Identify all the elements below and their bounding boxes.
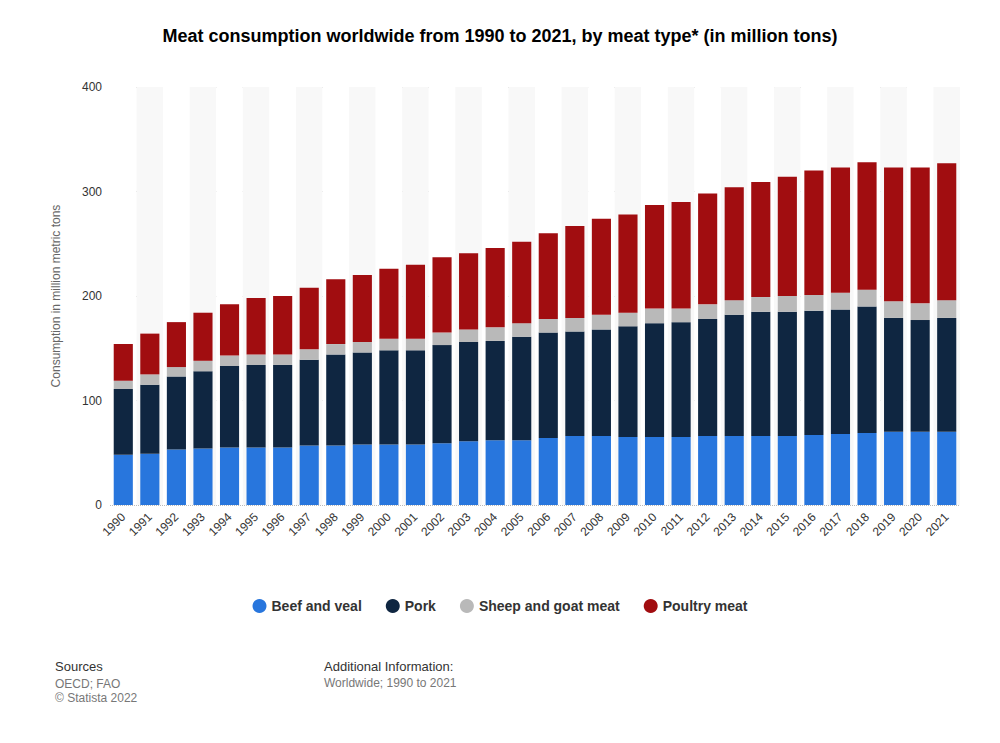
svg-text:Sheep and goat meat: Sheep and goat meat (479, 598, 620, 614)
svg-text:2001: 2001 (392, 510, 421, 539)
svg-text:2000: 2000 (365, 510, 394, 539)
svg-text:1991: 1991 (126, 510, 155, 539)
svg-text:2017: 2017 (817, 510, 846, 539)
svg-text:300: 300 (82, 185, 102, 199)
svg-text:OECD; FAO: OECD; FAO (55, 677, 120, 691)
svg-text:Worldwide; 1990 to 2021: Worldwide; 1990 to 2021 (324, 676, 457, 690)
svg-text:Poultry meat: Poultry meat (663, 598, 748, 614)
svg-text:1994: 1994 (206, 510, 235, 539)
svg-text:2015: 2015 (764, 510, 793, 539)
svg-text:1995: 1995 (232, 510, 261, 539)
svg-text:1992: 1992 (153, 510, 182, 539)
svg-text:2003: 2003 (445, 510, 474, 539)
svg-text:2010: 2010 (631, 510, 660, 539)
svg-text:2011: 2011 (658, 510, 686, 538)
svg-text:2002: 2002 (418, 510, 447, 539)
svg-text:200: 200 (82, 289, 102, 303)
svg-text:© Statista 2022: © Statista 2022 (55, 691, 138, 705)
svg-text:2020: 2020 (896, 510, 925, 539)
svg-text:2018: 2018 (843, 510, 872, 539)
svg-text:0: 0 (95, 498, 102, 512)
svg-text:Additional Information:: Additional Information: (324, 659, 453, 674)
svg-text:2012: 2012 (684, 510, 713, 539)
svg-text:1997: 1997 (285, 510, 314, 539)
svg-text:1998: 1998 (312, 510, 341, 539)
svg-text:2007: 2007 (551, 510, 580, 539)
svg-text:1990: 1990 (99, 510, 128, 539)
svg-text:2014: 2014 (737, 510, 766, 539)
svg-text:1993: 1993 (179, 510, 208, 539)
svg-text:Sources: Sources (55, 659, 103, 674)
svg-text:Consumption in million metric: Consumption in million metric tons (49, 205, 63, 388)
svg-text:2019: 2019 (870, 510, 899, 539)
svg-text:2016: 2016 (790, 510, 819, 539)
svg-text:2004: 2004 (471, 510, 500, 539)
svg-text:Beef and veal: Beef and veal (272, 598, 362, 614)
svg-text:2021: 2021 (923, 510, 952, 539)
svg-text:400: 400 (82, 80, 102, 94)
svg-text:Meat consumption worldwide fro: Meat consumption worldwide from 1990 to … (162, 26, 837, 46)
svg-text:2006: 2006 (524, 510, 553, 539)
svg-text:2013: 2013 (710, 510, 739, 539)
svg-text:2005: 2005 (498, 510, 527, 539)
svg-text:1999: 1999 (339, 510, 368, 539)
svg-text:1996: 1996 (259, 510, 288, 539)
svg-text:100: 100 (82, 394, 102, 408)
svg-text:2009: 2009 (604, 510, 633, 539)
svg-text:Pork: Pork (405, 598, 436, 614)
svg-text:2008: 2008 (578, 510, 607, 539)
